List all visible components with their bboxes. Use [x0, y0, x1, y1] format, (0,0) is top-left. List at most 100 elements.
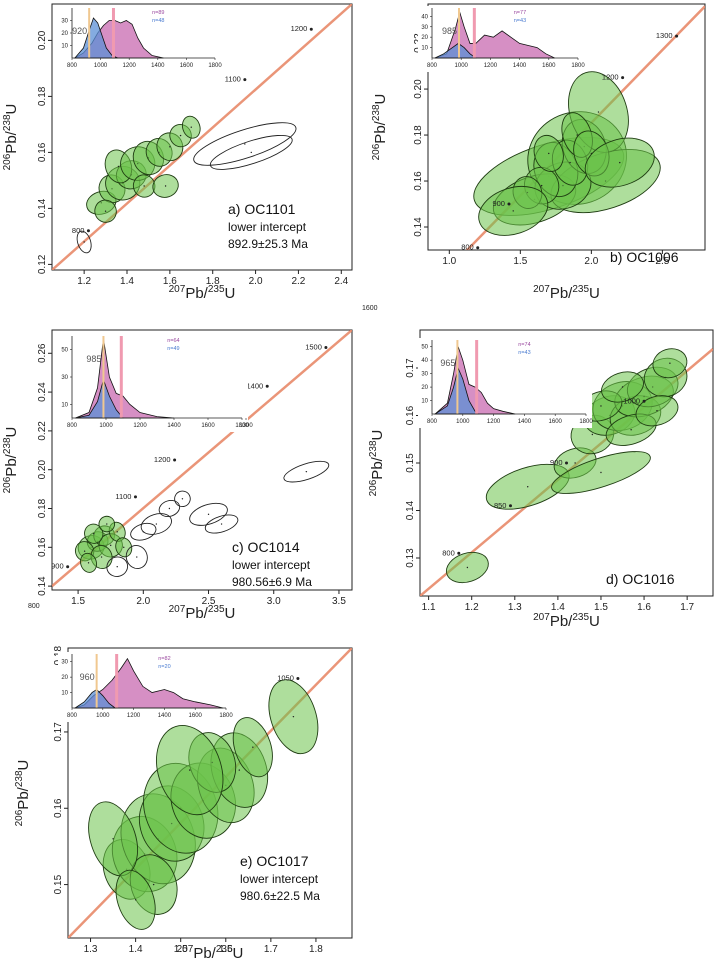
panel-e: 10501.31.41.51.61.71.80.150.160.170.1820… [14, 645, 353, 962]
intercept-label: lower intercept [232, 558, 311, 572]
inset-x-tick-label: 1400 [513, 63, 527, 69]
inset-x-tick-label: 1200 [487, 419, 501, 425]
inset-x-tick-label: 1800 [219, 713, 233, 719]
inset-age-label: 965 [440, 358, 455, 368]
inset-y-tick-label: 10 [61, 402, 68, 408]
ellipse-center-point [143, 185, 145, 187]
inset-n-concordant: n=49 [167, 346, 179, 352]
concordia-age-marker [507, 202, 511, 206]
concordia-age-marker [642, 399, 646, 403]
ellipse-center-point [238, 769, 241, 771]
plot-area: 1050 [68, 648, 352, 938]
y-tick-label: 0.12 [37, 254, 48, 274]
x-tick-label: 2.5 [202, 596, 216, 607]
x-tick-label: 1.0 [442, 256, 456, 267]
ellipse-center-point [574, 462, 576, 464]
inset-n-concordant: n=20 [158, 664, 170, 670]
x-tick-label: 1.5 [71, 596, 85, 607]
concordia-age-marker [565, 461, 568, 465]
x-tick-label: 1.1 [422, 602, 436, 613]
inset-background [418, 338, 592, 428]
x-tick-label: 2.0 [249, 276, 263, 287]
x-tick-label: 1.5 [174, 944, 188, 955]
inset-x-tick-label: 1200 [123, 63, 137, 69]
ellipse-center-point [600, 471, 602, 474]
concordia-age-label: 800 [461, 243, 474, 252]
plot-area: 900 1100 1200 1300 1400 1500 [51, 330, 352, 588]
inset-x-tick-label: 1000 [96, 713, 110, 719]
inset-x-tick-label: 1400 [518, 419, 532, 425]
y-axis-label: 206Pb/238U [2, 427, 20, 494]
inset-y-tick-label: 50 [61, 348, 68, 354]
inset-y-tick-label: 30 [421, 25, 428, 31]
x-tick-label: 2.2 [291, 276, 305, 287]
inset-n-concordant: n=48 [152, 18, 164, 24]
y-tick-label: 0.18 [413, 125, 424, 145]
y-axis-label: 206Pb/238U [14, 760, 32, 827]
inset-x-tick-label: 1000 [99, 423, 113, 429]
ellipse-center-point [252, 746, 254, 748]
ellipse-center-point [116, 531, 118, 533]
concordia-age-label: 1400 [247, 381, 264, 390]
y-tick-label: 0.15 [53, 874, 64, 894]
ellipse-center-point [305, 470, 308, 473]
ellipse-center-point [466, 566, 469, 569]
concordia-age-label: 900 [51, 562, 64, 571]
inset-x-tick-label: 1600 [201, 423, 215, 429]
ellipse-center-point [619, 161, 621, 164]
y-tick-label: 0.15 [405, 453, 416, 473]
panel-label: e) OC1017 [240, 853, 309, 869]
panel-a: 800 1100 1200 1.2 1.4 1.6 1.8 2.0 2.2 2.4 0.12 0.14… [2, 3, 353, 302]
ellipse-center-point [116, 566, 118, 568]
x-tick-label: 3.5 [332, 596, 346, 607]
inset-y-tick-label: 20 [421, 35, 428, 41]
x-tick-label: 1.6 [219, 944, 233, 955]
inset-n-concordant: n=43 [518, 350, 530, 356]
concordia-age-marker [133, 495, 137, 499]
y-tick-label: 0.17 [405, 358, 416, 378]
x-tick-label: 2.4 [334, 276, 348, 287]
panel-c: 900 1100 1200 1300 1400 1500 1.5 2.0 2.5 3.0 3.5 0.… [2, 329, 353, 622]
inset-x-tick-label: 1800 [571, 63, 585, 69]
inset-age-label: 920 [72, 26, 87, 36]
panel-d: 800 850 900 1000 1.1 1.2 1.3 1.4 1.5 1.6 1.7 0.13 0.… [368, 329, 714, 630]
inset-x-tick-label: 1000 [94, 63, 108, 69]
inset-x-tick-label: 1600 [189, 713, 203, 719]
inset-age-label: 985 [86, 354, 101, 364]
x-tick-label: 1.7 [264, 944, 278, 955]
ellipse-center-point [656, 410, 658, 412]
y-tick-label: 0.16 [413, 171, 424, 191]
concordia-age-label: 1200 [154, 455, 171, 464]
x-tick-label: 1.2 [465, 602, 479, 613]
x-tick-label: 1.8 [309, 944, 323, 955]
y-tick-label: 0.20 [37, 30, 48, 50]
ellipse-center-point [548, 152, 550, 155]
x-tick-label: 1.4 [551, 602, 565, 613]
error-ellipse [209, 134, 293, 170]
ellipse-center-point [100, 556, 103, 558]
panel-b: 800 900 1200 1300 1.0 1.5 2.0 2.5 0.14 0.16 0.18 0.… [371, 3, 706, 302]
inset-y-tick-label: 50 [421, 345, 428, 351]
x-tick-label: 3.0 [267, 596, 281, 607]
inset-age-label: 960 [80, 672, 95, 682]
inset-x-tick-label: 1400 [151, 63, 165, 69]
ellipse-center-point [123, 546, 125, 549]
ellipse-center-point [155, 523, 158, 525]
plot-area: 800 900 1200 1300 [461, 5, 705, 252]
inset-y-tick-label: 30 [61, 660, 68, 666]
concordia-age-marker [265, 384, 269, 388]
error-ellipse [125, 545, 148, 569]
concordia-age-label: 800 [72, 226, 85, 235]
y-tick-label: 0.26 [37, 343, 48, 363]
ellipse-center-point [106, 523, 108, 525]
intercept-label: lower intercept [240, 872, 319, 886]
inset-x-tick-label: 1000 [456, 419, 470, 425]
concordia-age-label: 1300 [656, 31, 673, 40]
x-axis-label: 207Pb/235U [177, 944, 244, 962]
error-ellipse [174, 490, 191, 508]
error-ellipse [158, 500, 181, 518]
concordia-age-label: 800 [442, 548, 455, 557]
concordia-age-marker [457, 551, 461, 555]
x-axis-label: 207Pb/235U [169, 284, 236, 302]
